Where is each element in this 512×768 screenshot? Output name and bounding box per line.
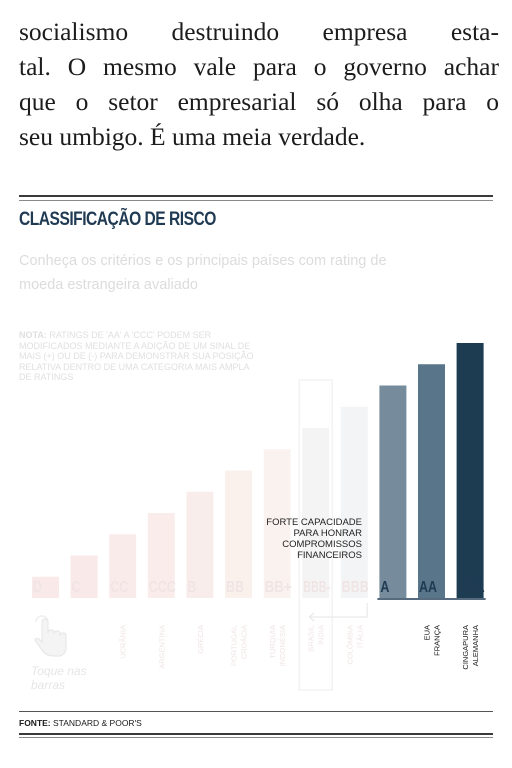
bar-ccc[interactable]: [147, 513, 175, 598]
bar-rating-label: D: [33, 579, 42, 596]
note-text: RATINGS DE 'AA' A 'CCC' PODEM SER MODIFI…: [19, 330, 254, 382]
country-label: ITÁLIA: [355, 625, 364, 648]
bottom-rule: [19, 711, 493, 712]
note-label: NOTA:: [19, 330, 47, 340]
country-label: COLÔMBIA: [345, 625, 354, 665]
country-label: ALEMANHA: [471, 625, 480, 666]
rating-bar-chart: D C CCUCRÂNIACCCARGENTINABGRÉCIABBPORTUGAL…: [32, 343, 486, 691]
country-label: EUA: [423, 625, 432, 640]
bar-bbbminus[interactable]: [302, 428, 330, 598]
article-line: socialismo destruindo empresa esta-: [19, 17, 499, 46]
country-label: UCRÂNIA: [119, 625, 128, 659]
bar-rating-label: AA: [419, 579, 437, 596]
bar-c[interactable]: [70, 555, 98, 599]
bar-bbplus[interactable]: [263, 449, 291, 598]
hand-tap-icon: [34, 615, 67, 657]
country-label: INDONÉSIA: [278, 625, 287, 666]
country-label: BRASIL: [307, 625, 316, 652]
bar-cc[interactable]: [109, 534, 137, 598]
source-text: STANDARD & POOR'S: [53, 718, 142, 728]
country-label: CINGAPURA: [461, 625, 470, 670]
bar-rating-label: B: [187, 579, 196, 596]
graphic-subtitle: Conheça os critérios e os principais paí…: [19, 253, 387, 293]
bracket-arrow-icon: [308, 603, 368, 622]
bar-rating-label: A: [380, 579, 389, 596]
country-label: ÍNDIA: [317, 625, 326, 645]
country-label: TURQUIA: [268, 625, 277, 659]
bar-bb[interactable]: [225, 470, 252, 599]
note: NOTA: RATINGS DE 'AA' A 'CCC' PODEM SER …: [19, 330, 264, 383]
country-label: GRÉCIA: [196, 625, 205, 654]
bar-rating-label: C: [72, 579, 81, 596]
graphic-title: CLASSIFICAÇÃO DE RISCO: [19, 209, 216, 230]
source: FONTE: STANDARD & POOR'S: [19, 718, 142, 728]
bar-a[interactable]: [379, 385, 407, 599]
country-label: FRANÇA: [433, 625, 442, 656]
chart-annotation: FORTE CAPACIDADE PARA HONRAR COMPROMISSO…: [266, 517, 362, 561]
end-rule: [19, 733, 493, 738]
bar-aaa[interactable]: [456, 343, 484, 598]
article-line: que o setor empresarial só olha para o: [19, 87, 499, 116]
bar-b[interactable]: [186, 491, 214, 598]
bar-rating-label: BBB: [342, 579, 369, 596]
country-label: ARGENTINA: [157, 625, 166, 669]
country-label: CROÁCIA: [240, 625, 249, 659]
brasil-highlight-frame: [298, 379, 333, 691]
bar-rating-label: CCC: [149, 579, 176, 596]
top-rule: [19, 195, 493, 201]
article-line: seu umbigo. É uma meia verdade.: [19, 122, 366, 151]
source-label: FONTE:: [19, 718, 51, 728]
bar-d[interactable]: [32, 576, 59, 598]
bar-rating-label: CC: [110, 579, 128, 596]
article-line: tal. O mesmo vale para o governo achar: [19, 52, 499, 81]
bar-rating-label: BBB-: [303, 579, 330, 596]
bar-rating-label: BB: [226, 579, 244, 596]
article-text: socialismo destruindo empresa esta- tal.…: [19, 0, 499, 154]
country-label: PORTUGAL: [230, 625, 239, 666]
tap-bars-hint: Toque nas barras: [31, 664, 87, 692]
bar-rating-label: AAA: [458, 579, 485, 596]
bar-rating-label: BB+: [265, 579, 292, 596]
bar-aa[interactable]: [418, 364, 445, 598]
bar-bbb[interactable]: [340, 406, 368, 598]
